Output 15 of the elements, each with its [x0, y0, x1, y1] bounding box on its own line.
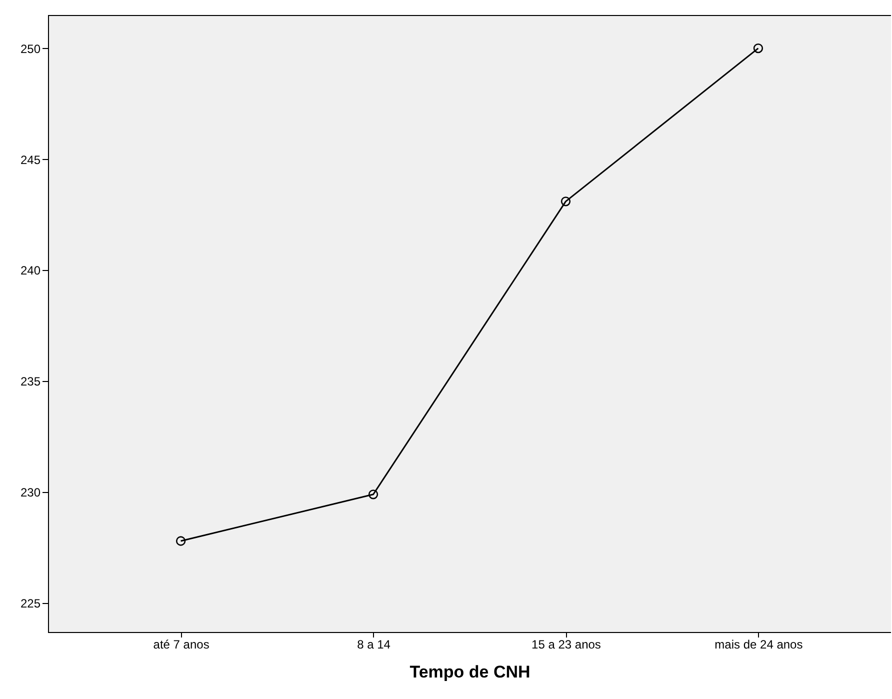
- x-axis-title: Tempo de CNH: [410, 662, 530, 682]
- x-tick-label: 8 a 14: [357, 638, 391, 652]
- point: [560, 196, 571, 206]
- y-tick-label: 250: [20, 42, 41, 56]
- y-tick-label: 235: [20, 374, 41, 389]
- y-tick-label: 240: [20, 264, 41, 278]
- x-tick-label: mais de 24 anos: [714, 638, 803, 652]
- x-tick-label: até 7 anos: [153, 638, 210, 652]
- y-tick-label: 230: [20, 486, 41, 500]
- point: [368, 490, 378, 500]
- x-tick-label: 15 a 23 anos: [532, 638, 601, 652]
- y-tick-label: 225: [20, 596, 41, 611]
- point: [176, 536, 186, 546]
- point: [753, 43, 764, 54]
- y-tick-label: 245: [20, 152, 41, 167]
